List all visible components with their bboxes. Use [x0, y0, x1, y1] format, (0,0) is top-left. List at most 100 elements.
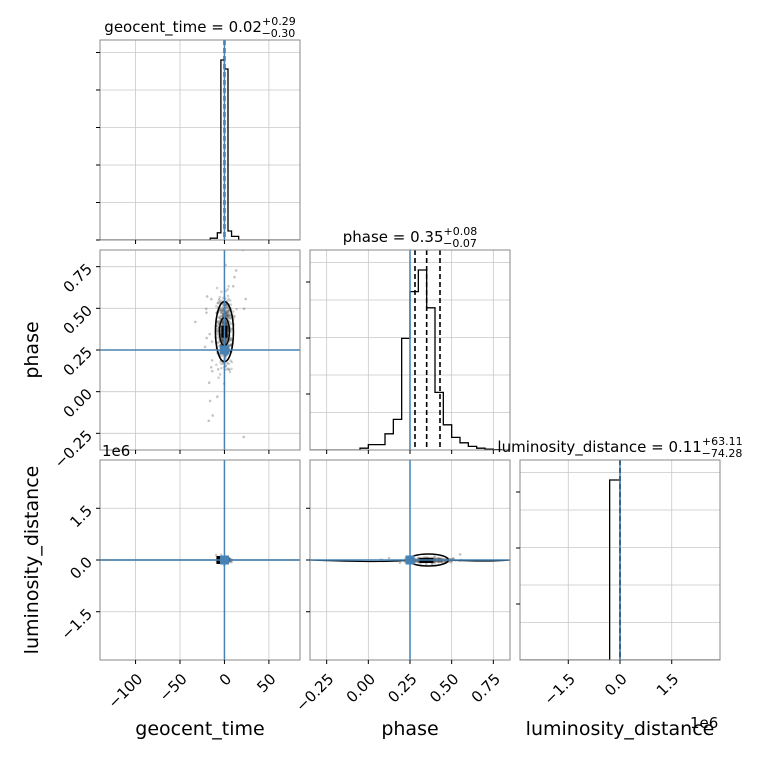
sample-point	[416, 556, 420, 560]
histogram-step	[520, 479, 720, 660]
sample-point	[221, 315, 224, 318]
sample-point	[227, 314, 230, 317]
sample-point	[224, 321, 228, 325]
sample-point	[433, 557, 437, 560]
sample-point	[220, 311, 223, 314]
sample-point	[210, 369, 214, 373]
sample-point	[228, 299, 232, 302]
sample-point	[224, 320, 228, 323]
sample-point	[414, 560, 418, 564]
sample-point	[217, 298, 221, 301]
sample-point	[438, 560, 442, 563]
sample-point	[225, 312, 228, 316]
sample-point	[440, 560, 443, 564]
scatter-phase-luminosity_distance	[310, 460, 510, 660]
sample-point	[230, 338, 233, 342]
sample-point	[242, 307, 246, 311]
sample-point	[224, 303, 228, 307]
sample-point	[220, 362, 223, 366]
sample-point	[227, 309, 230, 312]
sample-point	[218, 295, 222, 299]
sample-point	[225, 315, 228, 318]
sample-point	[228, 321, 232, 324]
sample-point	[218, 316, 222, 319]
sample-point	[221, 321, 225, 325]
sample-point	[387, 556, 391, 560]
sample-point	[229, 359, 232, 362]
sample-point	[227, 297, 230, 301]
sample-point	[208, 332, 211, 336]
sample-point	[220, 315, 223, 318]
offset-label: 1e6	[102, 442, 130, 460]
sample-point	[224, 337, 228, 341]
sample-point	[228, 317, 232, 320]
sample-point	[216, 330, 220, 333]
sample-point	[227, 368, 231, 372]
sample-point	[217, 336, 220, 340]
x-tick-label: 0.50	[426, 670, 462, 706]
sample-point	[449, 560, 453, 564]
title-name: luminosity_distance = 0.11	[497, 438, 701, 457]
sample-point	[220, 366, 223, 370]
y-tick-label: −1.5	[58, 605, 96, 643]
sample-point	[225, 339, 228, 343]
histogram-luminosity_distance	[520, 460, 720, 660]
panel-title: luminosity_distance = 0.11+63.11 −74.28	[497, 435, 742, 460]
panel-1-1: phase = 0.35+0.08 −0.07	[306, 225, 511, 451]
sample-point	[398, 561, 402, 564]
sample-point	[215, 324, 219, 328]
sample-point	[216, 395, 219, 399]
sample-point	[227, 314, 230, 318]
x-axis-label: luminosity_distance	[526, 718, 715, 740]
sample-point	[228, 313, 232, 317]
sample-point	[224, 305, 228, 308]
sample-point	[416, 560, 420, 563]
y-axis-label: luminosity_distance	[21, 466, 43, 655]
sample-point	[207, 381, 211, 385]
sample-point	[417, 560, 420, 563]
sample-point	[430, 562, 434, 566]
sample-point	[215, 304, 218, 308]
sample-point	[229, 343, 233, 346]
sample-point	[226, 309, 230, 313]
sample-point	[220, 290, 223, 294]
x-tick-label: 0.25	[384, 670, 420, 706]
sample-point	[228, 339, 232, 343]
x-tick-label: −100	[104, 670, 146, 712]
x-tick-label: 0	[216, 670, 235, 689]
sample-point	[210, 359, 214, 362]
sample-point	[224, 322, 228, 326]
truth-marker	[219, 345, 229, 355]
sample-point	[232, 316, 236, 319]
sample-point	[218, 373, 222, 376]
x-tick-label: −50	[156, 670, 191, 705]
panel-title: phase = 0.35+0.08 −0.07	[343, 225, 478, 250]
sample-point	[225, 337, 229, 341]
histogram-step	[100, 59, 300, 240]
sample-point	[225, 313, 228, 316]
sample-point	[224, 323, 228, 327]
sample-point	[217, 316, 221, 319]
sample-point	[433, 561, 436, 565]
sample-point	[227, 367, 230, 370]
sample-point	[208, 399, 212, 403]
sample-point	[220, 354, 223, 358]
sample-point	[224, 320, 228, 323]
sample-point	[226, 310, 230, 313]
sample-point	[194, 320, 197, 324]
sample-point	[436, 560, 439, 564]
sample-point	[221, 339, 224, 343]
sample-point	[207, 419, 211, 423]
y-tick-label: 0.25	[60, 343, 96, 379]
sample-point	[225, 321, 228, 325]
sample-point	[227, 316, 230, 320]
sample-point	[229, 316, 233, 320]
y-tick-label: 0.75	[60, 260, 96, 296]
truth-marker	[405, 555, 415, 565]
sample-point	[432, 560, 436, 564]
sample-point	[440, 560, 444, 564]
x-tick-label: −0.25	[292, 670, 337, 715]
sample-point	[221, 338, 224, 342]
sample-point	[219, 553, 223, 556]
sample-point	[218, 319, 221, 323]
